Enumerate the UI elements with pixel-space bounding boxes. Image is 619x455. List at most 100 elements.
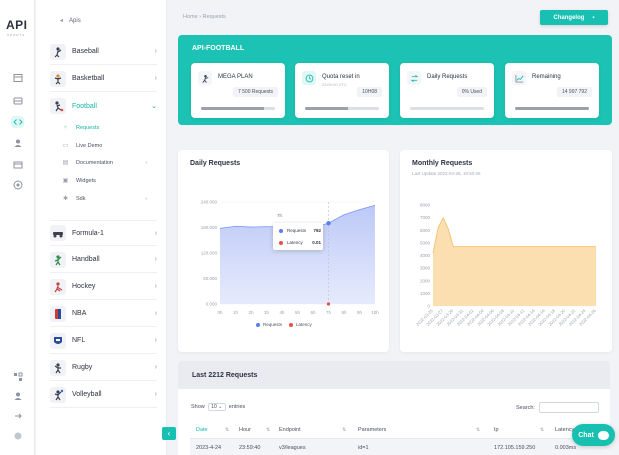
submenu-sdk[interactable]: ✱ Sdk › — [62, 195, 147, 203]
sport-label: Volleyball — [72, 391, 102, 398]
col-header-date[interactable]: Date — [196, 427, 208, 433]
sidebar-item-basketball[interactable]: Basketball › — [50, 66, 157, 92]
entries-value: 10 — [211, 404, 217, 410]
show-label: Show — [191, 404, 205, 410]
search-input[interactable] — [538, 402, 599, 413]
daily-requests-chart[interactable]: 0.000 60.000 120.000 180.000 240.000 0h 1h 2h 3h… — [178, 190, 389, 325]
table-row[interactable] — [190, 439, 610, 455]
x-tick-label: 2h — [248, 310, 254, 315]
code-icon[interactable] — [11, 116, 24, 128]
tooltip-requests-label: Requests — [287, 228, 307, 233]
kpi-progress — [515, 107, 589, 110]
inbox-icon[interactable] — [11, 95, 24, 107]
requests-table-title: Last 2212 Requests — [192, 372, 258, 379]
sidebar-item-rugby[interactable]: Rugby › — [50, 355, 157, 381]
entries-select[interactable]: 10 ⌄ — [207, 403, 226, 411]
logout-icon[interactable] — [11, 410, 24, 422]
submenu-requests[interactable]: ⁘ Requests — [62, 124, 147, 132]
sort-icon[interactable]: ⇅ — [225, 427, 230, 433]
kpi-progress — [305, 107, 379, 110]
sidebar-item-football[interactable]: Football ⌄ — [50, 93, 157, 119]
icon-rail: API SPORTS — [0, 0, 35, 455]
chevron-right-icon: › — [145, 159, 147, 166]
latency-point — [326, 302, 331, 306]
layout-icon[interactable] — [11, 72, 24, 84]
sidebar-item-formula-1[interactable]: Formula-1 › — [50, 220, 157, 246]
kpi-progress-fill — [305, 107, 348, 110]
chevron-down-icon: ⌄ — [151, 103, 157, 110]
kpi-progress — [201, 107, 275, 110]
sidebar-item-nba[interactable]: NBA › — [50, 301, 157, 327]
submenu-label: Requests — [76, 124, 100, 131]
x-tick-label: 8h — [341, 310, 347, 315]
chevron-right-icon: › — [154, 364, 157, 371]
col-header-parameters[interactable]: Parameters — [358, 427, 387, 433]
chevron-left-icon: ‹ — [167, 429, 171, 438]
theme-icon[interactable] — [11, 430, 24, 442]
legend-requests[interactable]: Requests — [256, 322, 282, 327]
kpi-sub: 23:00:00 UTC — [322, 82, 347, 87]
sort-icon[interactable]: ⇅ — [540, 427, 545, 433]
x-tick-label: 3h — [264, 310, 270, 315]
basketball-icon — [50, 70, 66, 87]
changelog-button[interactable]: Changelog ▪ — [540, 10, 608, 25]
sidebar-item-baseball[interactable]: Baseball › — [50, 39, 157, 65]
chevron-right-icon: › — [154, 256, 157, 263]
chevron-left-icon: ◂ — [60, 18, 64, 24]
chevron-right-icon: › — [154, 75, 157, 82]
kpi-daily-requests: Daily Requests 0% Used — [400, 63, 494, 118]
baseball-icon — [50, 43, 66, 60]
kpi-label: Quota reset in — [322, 74, 360, 80]
x-tick-label: 6h — [310, 310, 316, 315]
apis-label: Apis — [69, 17, 81, 24]
submenu-live-demo[interactable]: ▭ Live Demo — [62, 142, 147, 150]
table-header-divider — [190, 438, 610, 439]
chevron-right-icon: › — [154, 391, 157, 398]
chevron-right-icon: › — [154, 48, 157, 55]
sidebar-item-volleyball[interactable]: Volleyball › — [50, 382, 157, 408]
hockey-icon — [50, 278, 66, 295]
store-icon[interactable] — [11, 158, 24, 170]
submenu-label: Widgets — [76, 177, 96, 184]
x-tick-label: 4h — [279, 310, 285, 315]
col-header-endpoint[interactable]: Endpoint — [279, 427, 301, 433]
app-logo[interactable]: API — [6, 18, 28, 32]
submenu-widgets[interactable]: ▣ Widgets — [62, 177, 147, 185]
col-header-ip[interactable]: Ip — [494, 427, 499, 433]
chat-button[interactable]: Chat — [572, 424, 615, 446]
football-icon — [50, 98, 66, 114]
x-tick-label: 5h — [295, 310, 301, 315]
requests-icon: ⁘ — [62, 125, 69, 131]
sidebar-item-nfl[interactable]: NFL › — [50, 328, 157, 354]
legend-latency[interactable]: Latency — [289, 322, 312, 327]
sort-icon[interactable]: ⇅ — [266, 427, 271, 433]
breadcrumb: Home › Requests — [183, 14, 226, 20]
apis-link[interactable]: ◂ Apis — [60, 17, 81, 25]
chevron-right-icon: › — [154, 310, 157, 317]
sidebar-item-hockey[interactable]: Hockey › — [50, 274, 157, 300]
sport-label: Football — [72, 102, 97, 110]
sport-label: Formula-1 — [72, 229, 104, 237]
x-tick-label: 1h — [233, 310, 239, 315]
search-label: Search: — [516, 404, 535, 411]
player-icon — [198, 71, 212, 85]
chevron-right-icon: › — [154, 337, 157, 344]
col-header-latency[interactable]: Latency — [555, 427, 575, 433]
cell-hour: 23:59:40 — [239, 445, 261, 451]
submenu-documentation[interactable]: ▤ Documentation › — [62, 159, 147, 167]
col-header-hour[interactable]: Hour — [239, 427, 251, 433]
sort-icon[interactable]: ⇅ — [476, 427, 481, 433]
monthly-requests-chart[interactable]: 0100020003000400050006000700080002022-03… — [400, 195, 612, 350]
clock-icon — [302, 71, 316, 85]
settings-icon[interactable] — [11, 371, 24, 383]
sort-icon[interactable]: ⇅ — [342, 427, 347, 433]
sidebar-collapse-button[interactable]: ‹ — [162, 427, 176, 440]
tooltip-latency-label: Latency — [287, 240, 303, 245]
account-icon[interactable] — [11, 390, 24, 402]
user-icon[interactable] — [11, 137, 24, 149]
logo-subtitle: SPORTS — [7, 33, 26, 37]
help-icon[interactable] — [11, 179, 24, 191]
sidebar-item-handball[interactable]: Handball › — [50, 247, 157, 273]
daily-chart-title: Daily Requests — [190, 160, 241, 167]
volleyball-icon — [50, 386, 66, 403]
